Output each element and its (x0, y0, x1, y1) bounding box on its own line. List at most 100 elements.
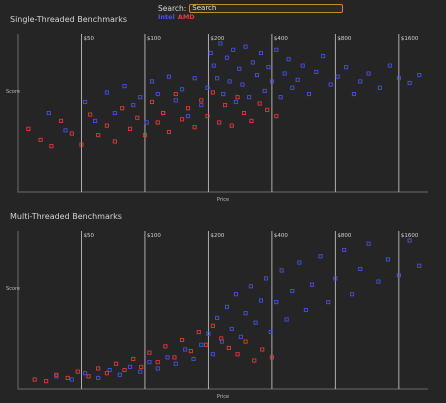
intel-data-point[interactable] (183, 347, 188, 352)
intel-data-point[interactable] (286, 57, 291, 62)
amd-data-point[interactable] (173, 91, 178, 97)
intel-data-point[interactable] (224, 55, 230, 60)
intel-data-point[interactable] (262, 88, 267, 93)
amd-data-point[interactable] (188, 349, 193, 354)
intel-data-point[interactable] (387, 63, 392, 68)
amd-data-point[interactable] (185, 106, 191, 111)
intel-data-point[interactable] (358, 79, 363, 84)
intel-data-point[interactable] (254, 73, 260, 78)
amd-data-point[interactable] (192, 125, 197, 130)
intel-data-point[interactable] (385, 257, 390, 262)
intel-data-point[interactable] (300, 63, 305, 68)
intel-data-point[interactable] (231, 47, 236, 52)
intel-data-point[interactable] (258, 298, 264, 303)
intel-data-point[interactable] (155, 91, 160, 97)
intel-data-point[interactable] (144, 120, 149, 125)
intel-data-point[interactable] (191, 356, 196, 362)
intel-data-point[interactable] (210, 352, 215, 357)
intel-data-point[interactable] (279, 268, 284, 273)
intel-data-point[interactable] (253, 320, 258, 325)
amd-data-point[interactable] (180, 337, 185, 343)
intel-data-point[interactable] (165, 355, 170, 360)
amd-data-point[interactable] (96, 366, 101, 371)
amd-data-point[interactable] (58, 118, 64, 123)
amd-data-point[interactable] (142, 133, 147, 138)
intel-data-point[interactable] (250, 60, 255, 65)
intel-data-point[interactable] (138, 369, 143, 374)
intel-data-point[interactable] (180, 87, 185, 92)
intel-data-point[interactable] (138, 95, 143, 100)
intel-data-point[interactable] (268, 330, 273, 335)
intel-data-point[interactable] (233, 99, 238, 104)
amd-data-point[interactable] (32, 377, 37, 382)
intel-data-point[interactable] (83, 99, 88, 104)
intel-data-point[interactable] (237, 66, 242, 71)
amd-data-point[interactable] (172, 355, 177, 360)
search-input[interactable] (189, 3, 344, 13)
intel-data-point[interactable] (318, 254, 323, 259)
amd-data-point[interactable] (241, 110, 247, 116)
amd-data-point[interactable] (252, 358, 257, 363)
intel-data-point[interactable] (274, 300, 279, 305)
intel-data-point[interactable] (248, 284, 253, 289)
amd-data-point[interactable] (120, 106, 125, 111)
intel-data-point[interactable] (147, 360, 152, 365)
amd-data-point[interactable] (249, 118, 254, 123)
amd-data-point[interactable] (79, 142, 84, 147)
amd-data-point[interactable] (149, 99, 155, 104)
amd-data-point[interactable] (139, 364, 144, 369)
intel-data-point[interactable] (93, 118, 98, 123)
intel-data-point[interactable] (46, 110, 51, 116)
intel-data-point[interactable] (344, 65, 349, 70)
amd-data-point[interactable] (88, 112, 93, 117)
intel-data-point[interactable] (258, 50, 264, 56)
intel-data-point[interactable] (122, 84, 127, 89)
intel-data-point[interactable] (417, 73, 422, 78)
amd-data-point[interactable] (38, 137, 43, 142)
intel-data-point[interactable] (321, 54, 326, 59)
amd-data-point[interactable] (26, 126, 31, 131)
intel-data-point[interactable] (117, 372, 122, 377)
intel-data-point[interactable] (326, 300, 331, 305)
amd-data-point[interactable] (135, 115, 140, 120)
intel-data-point[interactable] (83, 371, 88, 376)
amd-data-point[interactable] (65, 375, 70, 380)
intel-data-point[interactable] (96, 375, 101, 380)
amd-data-point[interactable] (217, 120, 222, 125)
legend-intel[interactable]: Intel (158, 13, 175, 21)
amd-data-point[interactable] (44, 379, 49, 384)
intel-data-point[interactable] (274, 47, 279, 52)
amd-data-point[interactable] (131, 356, 136, 362)
intel-data-point[interactable] (221, 91, 226, 97)
intel-data-point[interactable] (238, 334, 243, 339)
intel-data-point[interactable] (278, 95, 283, 100)
intel-data-point[interactable] (199, 342, 204, 347)
intel-data-point[interactable] (396, 273, 401, 278)
intel-data-point[interactable] (206, 331, 211, 336)
amd-data-point[interactable] (49, 144, 54, 149)
intel-data-point[interactable] (335, 74, 340, 79)
amd-data-point[interactable] (180, 117, 185, 122)
intel-data-point[interactable] (218, 41, 223, 46)
intel-data-point[interactable] (309, 282, 315, 287)
amd-data-point[interactable] (235, 352, 240, 357)
intel-data-point[interactable] (215, 315, 220, 320)
amd-data-point[interactable] (122, 367, 127, 373)
intel-data-point[interactable] (166, 74, 172, 79)
intel-data-point[interactable] (104, 90, 109, 95)
intel-data-point[interactable] (224, 304, 230, 309)
intel-data-point[interactable] (407, 238, 412, 243)
intel-data-point[interactable] (314, 69, 319, 74)
amd-data-point[interactable] (75, 369, 80, 374)
amd-data-point[interactable] (235, 95, 240, 100)
intel-data-point[interactable] (366, 71, 371, 76)
intel-data-point[interactable] (366, 241, 371, 246)
intel-data-point[interactable] (303, 307, 308, 313)
intel-data-point[interactable] (199, 103, 204, 108)
intel-data-point[interactable] (185, 114, 191, 119)
intel-data-point[interactable] (112, 110, 117, 116)
amd-data-point[interactable] (243, 339, 248, 344)
intel-data-point[interactable] (131, 103, 136, 108)
amd-data-point[interactable] (104, 123, 109, 128)
intel-data-point[interactable] (227, 79, 232, 84)
